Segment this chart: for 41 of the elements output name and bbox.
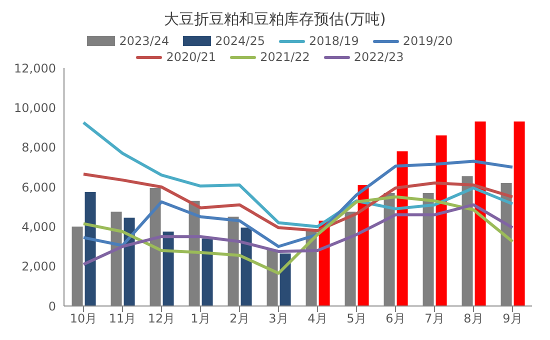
y-tick-label: 8,000 (22, 140, 56, 155)
x-tick-label: 7月 (424, 312, 444, 326)
x-tick-label: 3月 (268, 312, 288, 326)
bar (280, 253, 291, 306)
line-series (82, 160, 514, 248)
bar (162, 232, 174, 306)
y-tick-label: 10,000 (14, 100, 56, 115)
legend-label: 2018/19 (308, 34, 359, 48)
legend-label: 2024/25 (214, 34, 265, 48)
y-tick-label: 6,000 (22, 180, 56, 194)
y-tick-label: 12,000 (14, 61, 56, 76)
y-tick-label: 2,000 (22, 260, 56, 274)
y-tick-label: 4,000 (22, 220, 56, 234)
y-tick-label: 0 (48, 299, 56, 314)
x-tick-label: 1月 (190, 312, 210, 326)
bar (514, 122, 525, 306)
bar (240, 228, 252, 306)
chart-title: 大豆折豆粕和豆粕库存预估(万吨) (163, 9, 387, 30)
x-tick-label: 4月 (308, 312, 328, 326)
x-tick-label: 11月 (108, 312, 136, 326)
x-tick-label: 5月 (346, 312, 366, 326)
x-tick-label: 12月 (148, 312, 176, 326)
bar (474, 122, 486, 306)
x-tick-label: 2月 (230, 312, 250, 326)
bar (202, 238, 213, 306)
line-series (82, 195, 514, 275)
line-series (82, 172, 514, 232)
bar (436, 135, 447, 306)
x-tick-label: 9月 (502, 312, 522, 326)
line-series (82, 203, 514, 266)
x-tick-label: 6月 (386, 312, 406, 326)
bar (84, 192, 96, 306)
legend-label: 2020/21 (165, 50, 216, 64)
x-tick-label: 8月 (464, 312, 484, 326)
legend-label: 2023/24 (118, 34, 170, 48)
x-tick-label: 10月 (70, 312, 98, 326)
bar (396, 151, 408, 306)
legend-label: 2021/22 (259, 50, 310, 64)
legend-label: 2022/23 (352, 50, 404, 64)
line-series (82, 121, 514, 228)
legend-label: 2019/20 (402, 34, 453, 48)
